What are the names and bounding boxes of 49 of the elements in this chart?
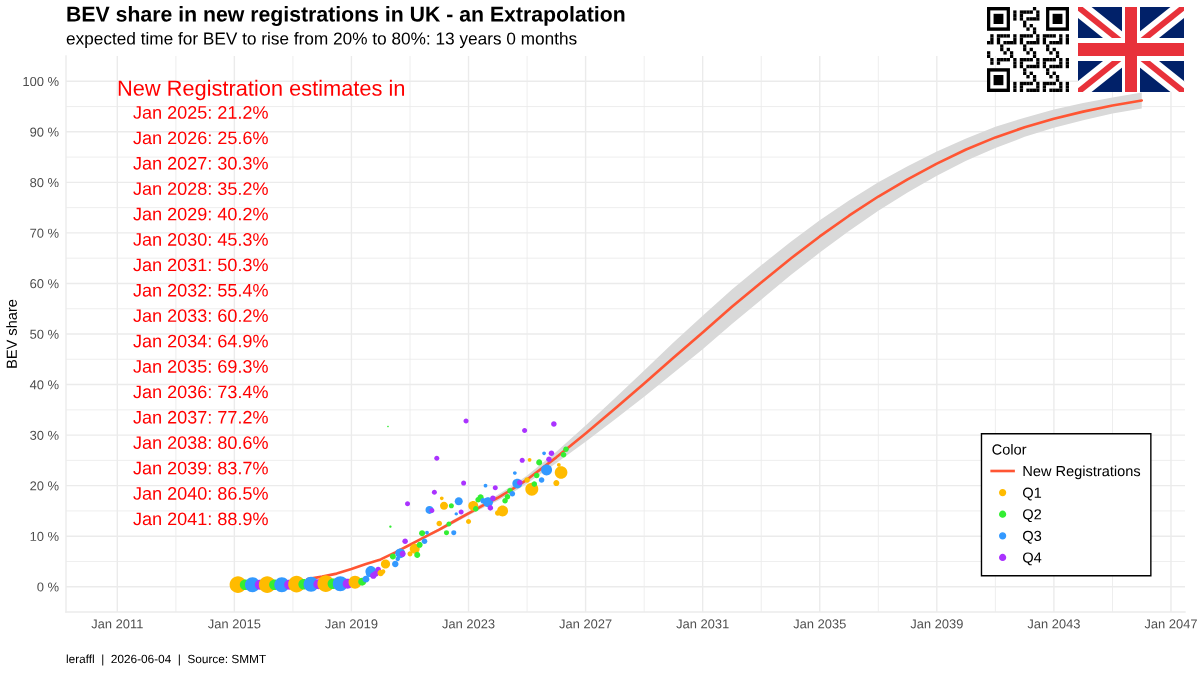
x-tick-label: Jan 2031 [676, 619, 729, 629]
annotation: Jan 2034: 64.9% [133, 334, 268, 348]
y-tick-label: 10 % [30, 531, 59, 541]
annotation: Jan 2037: 77.2% [133, 410, 268, 424]
x-tick-label: Jan 2043 [1027, 619, 1080, 629]
annotation: Jan 2040: 86.5% [133, 487, 268, 500]
annotation: Jan 2031: 50.3% [133, 258, 268, 272]
text: leraffl | 2026-06-04 | Source: SMMT [66, 654, 266, 666]
annotation: Jan 2033: 60.2% [133, 309, 268, 323]
legend-label: New Registrations [1023, 465, 1141, 480]
y-tick-label: 40 % [29, 380, 59, 390]
annotation: Jan 2038: 80.6% [133, 436, 268, 450]
x-tick-label: Jan 2019 [325, 619, 378, 629]
annotation: Jan 2025: 21.2% [133, 106, 268, 119]
annotation: Jan 2027: 30.3% [133, 156, 268, 170]
legend-label: Q4 [1023, 552, 1042, 566]
y-tick-label: 80 % [30, 178, 59, 188]
annotation: Jan 2036: 73.4% [133, 385, 268, 399]
x-tick-label: Jan 2011 [91, 619, 143, 629]
legend-title: Color [992, 443, 1027, 455]
annotation: Jan 2030: 45.3% [133, 233, 268, 246]
x-tick-label: Jan 2035 [793, 619, 846, 629]
x-tick-label: Jan 2015 [207, 619, 261, 629]
y-tick-label: 30 % [30, 430, 59, 440]
annotation: Jan 2028: 35.2% [133, 182, 268, 196]
legend-label: Q3 [1023, 530, 1042, 544]
legend-label: Q2 [1023, 509, 1042, 523]
x-tick-label: Jan 2039 [910, 619, 963, 629]
annotation: Jan 2035: 69.3% [133, 360, 268, 373]
annotation: Jan 2032: 55.4% [133, 283, 268, 297]
annotation: Jan 2026: 25.6% [133, 131, 268, 145]
annotation: Jan 2029: 40.2% [133, 207, 268, 221]
chart-title: BEV share in new registrations in UK - an Extrapolation [67, 6, 625, 26]
y-tick-label: 70 % [30, 228, 59, 238]
y-axis-title: BEV share [6, 299, 17, 368]
chart-subtitle: expected time for BEV to rise from 20% to 80%: 13 years 0 months [66, 31, 577, 49]
legend-label: Q1 [1023, 487, 1042, 501]
x-tick-label: Jan 2023 [442, 619, 495, 629]
annotation: Jan 2041: 88.9% [133, 512, 268, 526]
y-tick-label: 90 % [30, 127, 59, 137]
x-tick-label: Jan 2047 [1144, 619, 1197, 629]
annotation: New Registration estimates in [118, 79, 405, 101]
y-tick-label: 100 % [23, 76, 59, 87]
y-tick-label: 50 % [30, 329, 59, 339]
y-tick-label: 20 % [30, 481, 59, 491]
y-tick-label: 60 % [30, 279, 59, 289]
y-tick-label: 0 % [37, 582, 59, 592]
x-tick-label: Jan 2027 [559, 619, 612, 629]
annotation: Jan 2039: 83.7% [133, 461, 268, 475]
